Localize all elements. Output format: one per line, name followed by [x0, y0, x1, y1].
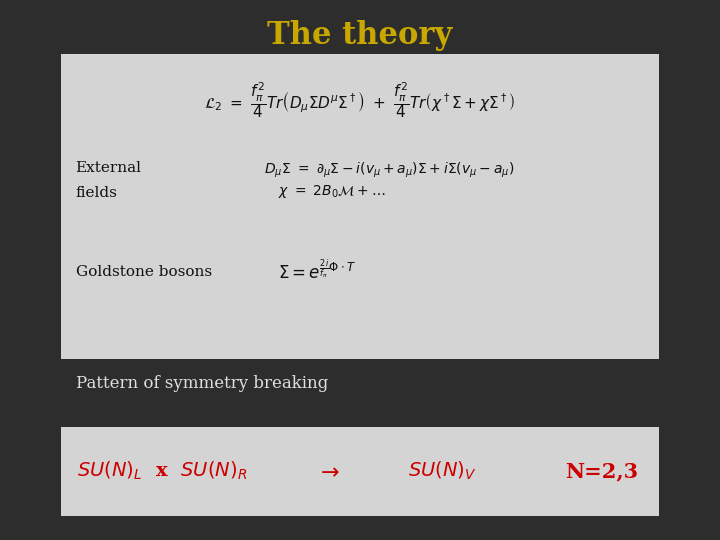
Text: $SU(N)_L$  x  $SU(N)_R$: $SU(N)_L$ x $SU(N)_R$ — [77, 460, 247, 482]
Text: $\Sigma = e^{\frac{2i}{f_\pi}\Phi \cdot T}$: $\Sigma = e^{\frac{2i}{f_\pi}\Phi \cdot … — [278, 260, 356, 284]
Text: Pattern of symmetry breaking: Pattern of symmetry breaking — [76, 375, 328, 392]
Text: $D_\mu\Sigma \ = \ \partial_\mu\Sigma - i(v_\mu + a_\mu)\Sigma + i\Sigma(v_\mu -: $D_\mu\Sigma \ = \ \partial_\mu\Sigma - … — [264, 160, 514, 180]
FancyBboxPatch shape — [61, 427, 659, 516]
FancyBboxPatch shape — [61, 54, 659, 359]
Text: $\rightarrow$: $\rightarrow$ — [315, 460, 340, 482]
Text: $SU(N)_V$: $SU(N)_V$ — [408, 460, 477, 482]
Text: $\chi \ = \ 2B_0\mathcal{M} + \ldots$: $\chi \ = \ 2B_0\mathcal{M} + \ldots$ — [277, 183, 385, 200]
Text: $\mathcal{L}_2 \ = \ \dfrac{f_\pi^2}{4} Tr\left(D_\mu\Sigma D^\mu\Sigma^\dagger\: $\mathcal{L}_2 \ = \ \dfrac{f_\pi^2}{4} … — [204, 80, 516, 120]
Text: Goldstone bosons: Goldstone bosons — [76, 265, 212, 279]
Text: External
fields: External fields — [76, 161, 142, 200]
Text: N=2,3: N=2,3 — [564, 461, 638, 481]
Text: The theory: The theory — [267, 19, 453, 51]
